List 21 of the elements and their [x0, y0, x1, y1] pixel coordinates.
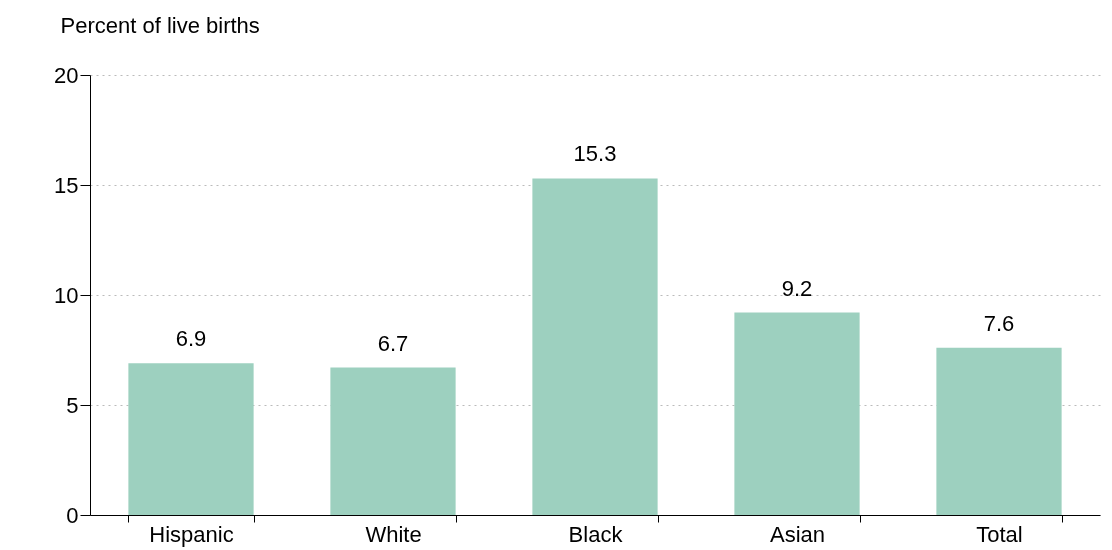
- y-tick-label: 5: [66, 392, 79, 418]
- bar: [330, 367, 456, 515]
- y-tick-label: 15: [54, 172, 79, 198]
- y-axis-title: Percent of live births: [60, 12, 260, 38]
- bar: [532, 178, 658, 515]
- x-tick-label: Asian: [769, 521, 826, 547]
- bar: [936, 347, 1062, 515]
- data-label: 15.3: [573, 141, 617, 167]
- x-tick-label: Total: [976, 521, 1023, 547]
- data-label: 9.2: [781, 275, 813, 301]
- y-tick-label: 20: [54, 62, 79, 88]
- data-label: 7.6: [983, 310, 1015, 336]
- data-label: 6.9: [175, 326, 207, 352]
- data-label: 6.7: [377, 330, 409, 356]
- bar: [128, 363, 254, 515]
- x-tick-label: Black: [568, 521, 624, 547]
- x-tick-label: White: [365, 521, 422, 547]
- x-tick-label: Hispanic: [149, 521, 234, 547]
- y-tick-label: 10: [54, 282, 79, 308]
- bar: [734, 312, 860, 515]
- y-tick-label: 0: [66, 502, 79, 528]
